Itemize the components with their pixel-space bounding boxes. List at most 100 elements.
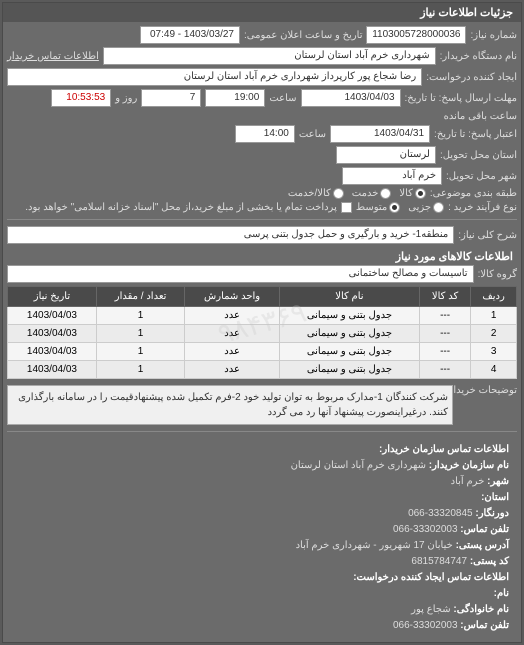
group-field: تاسیسات و مصالح ساختمانی bbox=[7, 265, 474, 283]
radio-low-icon bbox=[433, 202, 444, 213]
days-label: روز و bbox=[115, 93, 137, 104]
table-cell: --- bbox=[419, 307, 470, 325]
address-value: خیابان 17 شهریور - شهرداری خرم آباد bbox=[296, 540, 453, 551]
req-name-label: نام: bbox=[494, 588, 509, 599]
postal-value: 6815784747 bbox=[411, 556, 467, 567]
table-cell: 1 bbox=[471, 307, 517, 325]
table-row: 4---جدول بتنی و سیمانیعدد11403/04/03 bbox=[8, 361, 517, 379]
need-number-label: شماره نیاز: bbox=[470, 30, 517, 41]
radio-goods-icon bbox=[415, 188, 426, 199]
delivery-province-field: لرستان bbox=[336, 146, 436, 164]
req-contact-title: اطلاعات تماس ایجاد کننده درخواست: bbox=[353, 572, 509, 583]
table-row: 3---جدول بتنی و سیمانیعدد11403/04/03 bbox=[8, 343, 517, 361]
table-row: 2---جدول بتنی و سیمانیعدد11403/04/03 bbox=[8, 325, 517, 343]
req-phone-label: تلفن تماس: bbox=[460, 620, 509, 631]
deadline-date-field: 1403/04/03 bbox=[301, 89, 401, 107]
treasury-check[interactable] bbox=[341, 202, 352, 213]
deadline-time-field: 19:00 bbox=[205, 89, 265, 107]
requester-label: ایجاد کننده درخواست: bbox=[426, 72, 517, 83]
delivery-city-field: خرم آباد bbox=[342, 167, 442, 185]
fax-label: دورنگار: bbox=[475, 508, 509, 519]
main-panel: جزئیات اطلاعات نیاز شماره نیاز: 11030057… bbox=[2, 2, 522, 643]
org-label: نام سازمان خریدار: bbox=[429, 460, 509, 471]
th-unit: واحد شمارش bbox=[185, 287, 280, 307]
contact-link[interactable]: اطلاعات تماس خریدار bbox=[7, 51, 99, 62]
process-radio-group: جزیی متوسط bbox=[356, 202, 444, 213]
goods-table: ردیف کد کالا نام کالا واحد شمارش تعداد /… bbox=[7, 286, 517, 379]
table-cell: 2 bbox=[471, 325, 517, 343]
radio-mid-icon bbox=[389, 202, 400, 213]
radio-mid[interactable]: متوسط bbox=[356, 202, 400, 213]
org-value: شهرداری خرم آباد استان لرستان bbox=[291, 460, 426, 471]
address-label: آدرس پستی: bbox=[456, 540, 509, 551]
radio-both[interactable]: کالا/خدمت bbox=[288, 188, 344, 199]
table-cell: 1403/04/03 bbox=[8, 307, 97, 325]
need-desc-field: منطقه1- خرید و بارگیری و حمل جدول بتنی پ… bbox=[7, 226, 454, 244]
table-cell: 1 bbox=[96, 343, 184, 361]
notes-text: شرکت کنندگان 1-مدارک مربوط به توان تولید… bbox=[7, 385, 453, 425]
table-cell: 4 bbox=[471, 361, 517, 379]
process-label: نوع فرآیند خرید : bbox=[448, 202, 517, 213]
buyer-name-label: نام دستگاه خریدار: bbox=[440, 51, 517, 62]
province-label: استان: bbox=[481, 492, 509, 503]
radio-both-icon bbox=[333, 188, 344, 199]
city-value: خرم آباد bbox=[451, 476, 485, 487]
delivery-city-label: شهر محل تحویل: bbox=[446, 171, 517, 182]
radio-service-icon bbox=[380, 188, 391, 199]
table-header-row: ردیف کد کالا نام کالا واحد شمارش تعداد /… bbox=[8, 287, 517, 307]
table-cell: جدول بتنی و سیمانی bbox=[279, 361, 419, 379]
phone-value: 33302003-066 bbox=[393, 524, 458, 535]
table-cell: جدول بتنی و سیمانی bbox=[279, 343, 419, 361]
table-cell: 1403/04/03 bbox=[8, 343, 97, 361]
req-phone-value: 33302003-066 bbox=[393, 620, 458, 631]
th-name: نام کالا bbox=[279, 287, 419, 307]
table-cell: جدول بتنی و سیمانی bbox=[279, 325, 419, 343]
radio-low[interactable]: جزیی bbox=[408, 202, 444, 213]
radio-mid-label: متوسط bbox=[356, 202, 387, 213]
table-row: 1---جدول بتنی و سیمانیعدد11403/04/03 bbox=[8, 307, 517, 325]
radio-service[interactable]: خدمت bbox=[352, 188, 392, 199]
req-family-value: شجاع پور bbox=[411, 604, 450, 615]
validity-time-label: ساعت bbox=[299, 129, 326, 140]
validity-label: اعتبار پاسخ: تا تاریخ: bbox=[434, 129, 517, 140]
requester-field: رضا شجاع پور کارپرداز شهرداری خرم آباد ا… bbox=[7, 68, 422, 86]
contact-title: اطلاعات تماس سازمان خریدار: bbox=[379, 444, 509, 455]
phone-label: تلفن تماس: bbox=[460, 524, 509, 535]
need-number-field: 1103005728000036 bbox=[366, 26, 466, 44]
table-cell: 1403/04/03 bbox=[8, 325, 97, 343]
contact-block: اطلاعات تماس سازمان خریدار: نام سازمان خ… bbox=[7, 438, 517, 638]
validity-date-field: 1403/04/31 bbox=[330, 125, 430, 143]
need-desc-label: شرح کلی نیاز: bbox=[458, 230, 517, 241]
table-cell: 1 bbox=[96, 361, 184, 379]
announce-date-field: 1403/03/27 - 07:49 bbox=[140, 26, 240, 44]
buyer-name-field: شهرداری خرم آباد استان لرستان bbox=[103, 47, 436, 65]
city-label: شهر: bbox=[487, 476, 509, 487]
radio-both-label: کالا/خدمت bbox=[288, 188, 331, 199]
checkbox-icon bbox=[341, 202, 352, 213]
subject-label: طبقه بندی موضوعی: bbox=[430, 188, 517, 199]
th-row: ردیف bbox=[471, 287, 517, 307]
goods-section-title: اطلاعات کالاهای مورد نیاز bbox=[11, 250, 513, 263]
deadline-time-label: ساعت bbox=[269, 93, 296, 104]
time-remaining-label: ساعت باقی مانده bbox=[444, 111, 517, 122]
table-cell: 3 bbox=[471, 343, 517, 361]
req-family-label: نام خانوادگی: bbox=[453, 604, 509, 615]
th-date: تاریخ نیاز bbox=[8, 287, 97, 307]
table-cell: 1 bbox=[96, 307, 184, 325]
table-cell: --- bbox=[419, 343, 470, 361]
days-remaining-field: 7 bbox=[141, 89, 201, 107]
table-cell: --- bbox=[419, 361, 470, 379]
validity-time-field: 14:00 bbox=[235, 125, 295, 143]
radio-goods-label: کالا bbox=[399, 188, 413, 199]
radio-goods[interactable]: کالا bbox=[399, 188, 426, 199]
table-cell: --- bbox=[419, 325, 470, 343]
postal-label: کد پستی: bbox=[470, 556, 509, 567]
table-cell: عدد bbox=[185, 343, 280, 361]
announce-date-label: تاریخ و ساعت اعلان عمومی: bbox=[244, 30, 363, 41]
delivery-province-label: استان محل تحویل: bbox=[440, 150, 517, 161]
panel-title: جزئیات اطلاعات نیاز bbox=[3, 3, 521, 22]
radio-low-label: جزیی bbox=[408, 202, 431, 213]
fax-value: 33320845-066 bbox=[408, 508, 473, 519]
subject-radio-group: کالا خدمت کالا/خدمت bbox=[288, 188, 426, 199]
th-qty: تعداد / مقدار bbox=[96, 287, 184, 307]
